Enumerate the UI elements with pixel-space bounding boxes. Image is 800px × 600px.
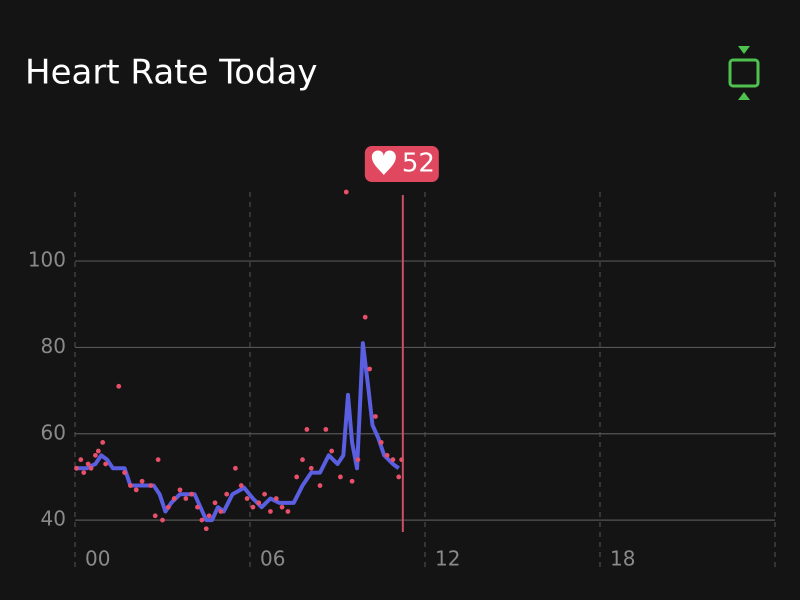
reading-point: [378, 439, 384, 445]
reading-point: [294, 474, 300, 480]
reading-point: [116, 383, 122, 389]
y-tick-label: 40: [41, 507, 66, 531]
reading-point: [256, 500, 262, 506]
reading-point: [122, 470, 127, 476]
reading-point: [238, 483, 244, 488]
reading-point: [218, 509, 224, 514]
reading-point: [171, 496, 177, 501]
reading-point: [273, 496, 279, 501]
reading-point: [244, 496, 250, 501]
x-tick-label: 18: [610, 547, 635, 571]
reading-point: [343, 189, 349, 195]
reading-point: [262, 491, 267, 497]
reading-point: [74, 465, 79, 471]
reading-point: [390, 457, 396, 463]
reading-point: [155, 457, 161, 463]
reading-point: [250, 504, 256, 510]
cursor-badge: 52: [364, 146, 439, 182]
reading-point: [189, 491, 195, 497]
reading-point: [103, 461, 109, 467]
reading-point: [329, 448, 335, 454]
reading-point: [139, 478, 145, 484]
reading-point: [133, 487, 139, 493]
x-tick-label: 12: [435, 547, 460, 571]
reading-point: [195, 504, 200, 510]
reading-point: [323, 427, 329, 432]
reading-point: [304, 427, 310, 432]
reading-point: [279, 504, 285, 510]
reading-point: [160, 517, 165, 523]
reading-point: [396, 474, 402, 480]
reading-point: [183, 496, 189, 501]
cursor-value: 52: [402, 149, 435, 179]
reading-point: [384, 452, 390, 458]
reading-point: [362, 314, 368, 320]
reading-point: [165, 504, 171, 510]
reading-point: [317, 483, 323, 488]
reading-point: [224, 491, 230, 497]
reading-point: [100, 439, 106, 445]
heart-icon: [371, 150, 396, 175]
x-tick-label: 00: [85, 547, 110, 571]
reading-point: [373, 414, 378, 419]
y-tick-label: 80: [41, 334, 66, 358]
reading-point: [152, 513, 158, 519]
chart-title: Heart Rate Today: [25, 53, 318, 93]
reading-point: [308, 465, 314, 471]
reading-point: [367, 366, 372, 372]
reading-point: [206, 513, 212, 519]
reading-point: [177, 487, 183, 493]
reading-point: [78, 457, 84, 463]
reading-point: [203, 526, 209, 532]
display-icon[interactable]: [728, 46, 760, 100]
reading-point: [95, 448, 101, 454]
reading-point: [233, 465, 238, 471]
reading-point: [349, 478, 355, 484]
reading-point: [88, 465, 94, 471]
reading-point: [285, 509, 291, 514]
reading-point: [300, 457, 305, 463]
reading-point: [85, 461, 91, 467]
reading-point: [355, 457, 361, 463]
trend-line: [75, 341, 400, 523]
reading-point: [199, 517, 205, 523]
reading-point: [128, 483, 133, 488]
reading-point: [338, 474, 343, 480]
y-tick-label: 60: [41, 420, 66, 444]
plot: 40 60 80 100 00 06 12 18: [28, 189, 776, 572]
reading-point: [93, 452, 98, 458]
reading-point: [212, 500, 218, 506]
reading-point: [81, 470, 87, 476]
reading-point: [268, 509, 273, 514]
y-tick-label: 100: [28, 248, 66, 272]
reading-point: [148, 483, 154, 488]
x-tick-label: 06: [260, 547, 285, 571]
